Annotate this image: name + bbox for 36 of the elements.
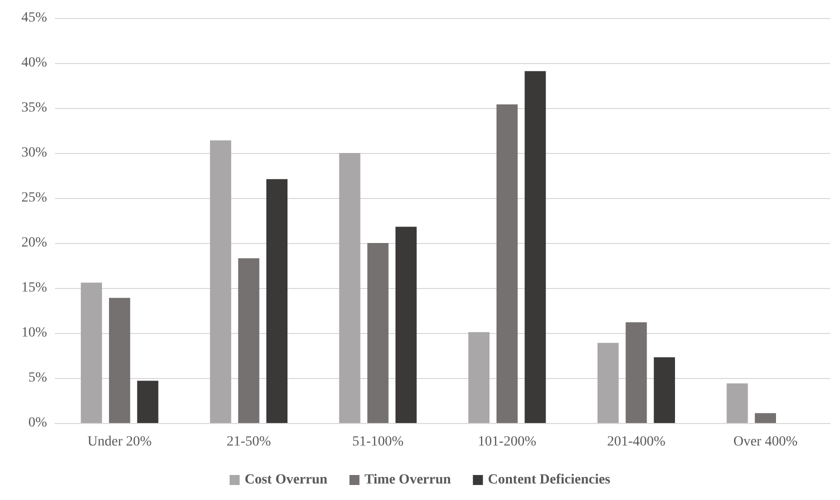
- bar: [339, 153, 360, 423]
- bar: [654, 357, 675, 423]
- x-tick-label: 201-400%: [607, 434, 666, 450]
- bar: [496, 104, 518, 423]
- bar: [754, 413, 776, 423]
- x-tick-label: 101-200%: [478, 434, 537, 450]
- bar: [598, 342, 619, 423]
- bar: [468, 332, 490, 423]
- bar: [626, 322, 647, 423]
- y-tick-label: 40%: [21, 56, 48, 70]
- y-tick-label: 0%: [28, 416, 48, 430]
- legend-label: Content Deficiencies: [488, 472, 611, 488]
- y-tick-label: 5%: [28, 370, 48, 386]
- bar: [80, 282, 102, 423]
- x-tick-label: 51-100%: [352, 434, 404, 450]
- legend-label: Cost Overrun: [244, 472, 328, 488]
- legend-label: Time Overrun: [364, 472, 452, 488]
- bar: [137, 380, 158, 423]
- x-tick-label: 21-50%: [226, 434, 272, 450]
- y-tick-label: 45%: [21, 10, 48, 26]
- y-tick-label: 25%: [21, 190, 48, 206]
- y-tick-label: 10%: [21, 326, 48, 340]
- y-tick-label: 15%: [21, 280, 48, 296]
- bar: [108, 298, 130, 423]
- x-tick-label: Under 20%: [88, 434, 152, 450]
- y-tick-label: 30%: [21, 146, 48, 160]
- bar: [395, 226, 417, 423]
- y-tick-label: 20%: [21, 236, 48, 250]
- bar: [726, 383, 748, 423]
- x-tick-label: Over 400%: [733, 434, 798, 450]
- bar: [238, 258, 260, 423]
- bar: [524, 71, 546, 423]
- bar: [266, 179, 288, 423]
- y-tick-label: 35%: [21, 100, 48, 116]
- bar: [367, 243, 389, 423]
- bar: [210, 140, 232, 423]
